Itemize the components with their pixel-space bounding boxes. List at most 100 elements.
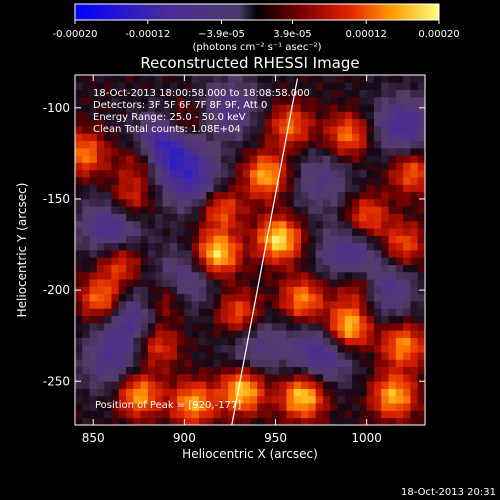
heatmap-cell xyxy=(410,322,419,331)
heatmap-cell xyxy=(315,286,324,295)
heatmap-cell xyxy=(220,388,229,397)
heatmap-cell xyxy=(89,82,98,90)
heatmap-cell xyxy=(301,410,309,419)
heatmap-cell xyxy=(198,264,207,273)
heatmap-cell xyxy=(89,330,98,338)
heatmap-cell xyxy=(133,373,142,382)
heatmap-cell xyxy=(140,198,149,207)
heatmap-cell xyxy=(330,286,338,295)
colorbar-tick-label: -0.00012 xyxy=(125,29,170,40)
heatmap-cell xyxy=(373,111,382,120)
heatmap-cell xyxy=(308,366,317,375)
heatmap-cell xyxy=(213,126,222,134)
heatmap-cell xyxy=(206,242,214,251)
heatmap-cell xyxy=(111,155,120,163)
heatmap-cell xyxy=(228,147,236,156)
heatmap-cell xyxy=(184,381,193,389)
heatmap-cell xyxy=(75,140,83,149)
heatmap-cell xyxy=(271,155,280,163)
heatmap-cell xyxy=(322,126,331,134)
heatmap-cell xyxy=(279,191,287,200)
heatmap-cell xyxy=(155,206,163,214)
heatmap-cell xyxy=(359,388,368,397)
heatmap-cell xyxy=(96,330,105,338)
heatmap-cell xyxy=(213,315,222,324)
heatmap-cell xyxy=(220,133,229,142)
heatmap-cell xyxy=(213,184,222,193)
heatmap-cell xyxy=(96,395,105,404)
heatmap-cell xyxy=(126,301,134,309)
heatmap-cell xyxy=(147,293,156,302)
heatmap-cell xyxy=(206,322,214,331)
heatmap-cell xyxy=(257,337,265,346)
heatmap-cell xyxy=(315,177,324,185)
heatmap-cell xyxy=(366,89,375,98)
heatmap-cell xyxy=(395,206,404,214)
heatmap-cell xyxy=(206,301,214,309)
heatmap-cell xyxy=(104,118,112,127)
heatmap-cell xyxy=(373,279,382,287)
heatmap-cell xyxy=(308,126,317,134)
heatmap-cell xyxy=(337,403,346,411)
heatmap-cell xyxy=(250,403,258,411)
heatmap-cell xyxy=(279,206,287,214)
heatmap-cell xyxy=(220,344,229,353)
heatmap-cell xyxy=(75,330,83,338)
heatmap-cell xyxy=(242,147,251,156)
heatmap-cell xyxy=(388,242,397,251)
heatmap-cell xyxy=(352,286,360,295)
heatmap-cell xyxy=(133,169,142,178)
heatmap-cell xyxy=(417,111,425,120)
heatmap-cell xyxy=(352,82,360,90)
heatmap-cell xyxy=(140,184,149,193)
heatmap-cell xyxy=(104,271,112,280)
heatmap-cell xyxy=(235,315,244,324)
heatmap-cell xyxy=(359,293,368,302)
heatmap-cell xyxy=(82,220,90,229)
heatmap-cell xyxy=(155,373,163,382)
heatmap-cell xyxy=(235,264,244,273)
heatmap-cell xyxy=(162,89,171,98)
heatmap-cell xyxy=(301,169,309,178)
heatmap-cell xyxy=(373,198,382,207)
heatmap-cell xyxy=(191,213,200,222)
heatmap-cell xyxy=(344,417,353,425)
heatmap-cell xyxy=(147,388,156,397)
y-tick-label: -100 xyxy=(43,101,70,115)
heatmap-cell xyxy=(82,75,90,83)
heatmap-cell xyxy=(330,388,338,397)
heatmap-cell xyxy=(104,410,112,419)
heatmap-cell xyxy=(155,301,163,309)
heatmap-cell xyxy=(242,184,251,193)
heatmap-cell xyxy=(337,155,346,163)
heatmap-cell xyxy=(388,403,397,411)
heatmap-cell xyxy=(388,220,397,229)
heatmap-cell xyxy=(257,133,265,142)
heatmap-cell xyxy=(250,162,258,171)
heatmap-cell xyxy=(191,147,200,156)
heatmap-cell xyxy=(118,250,127,258)
heatmap-cell xyxy=(293,169,302,178)
heatmap-cell xyxy=(366,330,375,338)
heatmap-cell xyxy=(352,395,360,404)
heatmap-cell xyxy=(315,104,324,112)
heatmap-cell xyxy=(147,286,156,295)
heatmap-cell xyxy=(75,381,83,389)
heatmap-cell xyxy=(330,279,338,287)
heatmap-cell xyxy=(322,410,331,419)
heatmap-cell xyxy=(235,155,244,163)
heatmap-cell xyxy=(417,279,425,287)
heatmap-cell xyxy=(177,410,185,419)
heatmap-cell xyxy=(279,126,287,134)
heatmap-cell xyxy=(264,206,273,214)
heatmap-cell xyxy=(198,337,207,346)
heatmap-cell xyxy=(373,220,382,229)
heatmap-cell xyxy=(308,359,317,368)
heatmap-cell xyxy=(140,286,149,295)
heatmap-cell xyxy=(235,286,244,295)
heatmap-cell xyxy=(198,147,207,156)
heatmap-cell xyxy=(177,184,185,193)
heatmap-cell xyxy=(330,352,338,360)
heatmap-cell xyxy=(395,213,404,222)
heatmap-cell xyxy=(403,111,411,120)
